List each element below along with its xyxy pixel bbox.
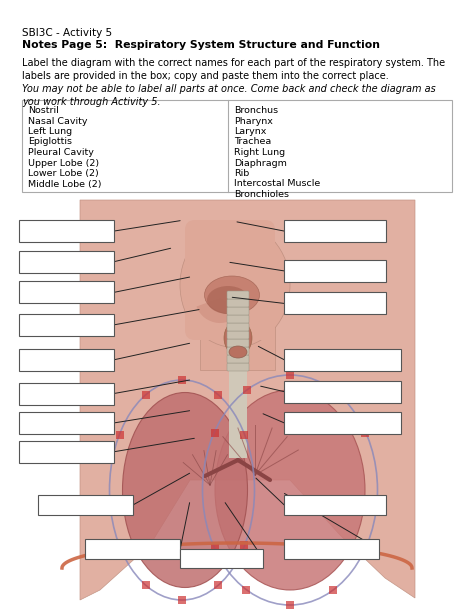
Bar xyxy=(284,539,379,559)
Bar xyxy=(116,541,124,549)
Text: Notes Page 5:  Respiratory System Structure and Function: Notes Page 5: Respiratory System Structu… xyxy=(22,40,380,50)
Bar xyxy=(243,585,250,593)
Bar xyxy=(240,431,248,439)
Bar xyxy=(214,581,222,589)
Ellipse shape xyxy=(122,392,247,587)
Text: Rib: Rib xyxy=(234,169,249,178)
Bar xyxy=(361,544,369,552)
Bar xyxy=(284,412,401,434)
FancyBboxPatch shape xyxy=(227,347,249,355)
Text: Trachea: Trachea xyxy=(234,137,271,147)
Bar xyxy=(19,383,114,405)
Polygon shape xyxy=(80,200,415,600)
Text: Pharynx: Pharynx xyxy=(234,116,273,126)
Bar xyxy=(142,390,150,398)
FancyBboxPatch shape xyxy=(227,307,249,315)
Bar xyxy=(286,371,294,379)
Bar xyxy=(210,544,219,552)
Bar xyxy=(284,260,386,282)
FancyBboxPatch shape xyxy=(227,339,249,347)
Bar xyxy=(243,386,250,394)
Text: You may not be able to label all parts at once. Come back and check the diagram : You may not be able to label all parts a… xyxy=(22,84,436,94)
Bar xyxy=(329,585,337,593)
Ellipse shape xyxy=(215,390,365,590)
Bar xyxy=(85,539,180,559)
Bar xyxy=(38,495,133,515)
Bar xyxy=(19,349,114,371)
Text: Middle Lobe (2): Middle Lobe (2) xyxy=(28,180,101,189)
Text: you work through Activity 5.: you work through Activity 5. xyxy=(22,97,161,107)
FancyBboxPatch shape xyxy=(227,291,249,299)
Bar xyxy=(19,441,114,463)
Text: labels are provided in the box; copy and paste them into the correct place.: labels are provided in the box; copy and… xyxy=(22,71,389,81)
Ellipse shape xyxy=(180,223,290,348)
Bar xyxy=(361,428,369,436)
Bar xyxy=(284,220,386,242)
Bar xyxy=(200,290,275,370)
Text: Upper Lobe (2): Upper Lobe (2) xyxy=(28,159,99,167)
Bar xyxy=(240,541,248,549)
Text: Nostril: Nostril xyxy=(28,106,59,115)
Wedge shape xyxy=(197,298,242,323)
Bar xyxy=(19,220,114,242)
FancyBboxPatch shape xyxy=(185,220,275,340)
Text: Epiglottis: Epiglottis xyxy=(28,137,72,147)
Text: Intercostal Muscle: Intercostal Muscle xyxy=(234,180,320,189)
FancyBboxPatch shape xyxy=(227,323,249,331)
Bar xyxy=(180,549,263,568)
Text: Lower Lobe (2): Lower Lobe (2) xyxy=(28,169,99,178)
Bar xyxy=(116,431,124,439)
Text: Left Lung: Left Lung xyxy=(28,127,72,136)
Bar xyxy=(284,349,401,371)
Bar xyxy=(19,412,114,434)
Bar xyxy=(178,596,186,604)
Bar xyxy=(329,386,337,394)
Text: Right Lung: Right Lung xyxy=(234,148,285,157)
FancyBboxPatch shape xyxy=(227,355,249,363)
FancyBboxPatch shape xyxy=(227,315,249,323)
FancyBboxPatch shape xyxy=(227,299,249,307)
FancyBboxPatch shape xyxy=(227,331,249,339)
Bar xyxy=(286,601,294,609)
Ellipse shape xyxy=(204,276,259,314)
Bar xyxy=(142,581,150,589)
FancyBboxPatch shape xyxy=(227,363,249,371)
Ellipse shape xyxy=(229,346,247,358)
Text: SBI3C - Activity 5: SBI3C - Activity 5 xyxy=(22,28,112,38)
Ellipse shape xyxy=(207,286,249,314)
Bar xyxy=(284,292,386,314)
Bar xyxy=(284,495,386,515)
Text: Larynx: Larynx xyxy=(234,127,266,136)
Bar xyxy=(284,381,401,403)
Text: Label the diagram with the correct names for each part of the respiratory system: Label the diagram with the correct names… xyxy=(22,58,445,68)
Bar xyxy=(229,368,247,458)
Bar xyxy=(19,251,114,273)
Text: Bronchioles: Bronchioles xyxy=(234,190,289,199)
Bar xyxy=(22,100,452,192)
Ellipse shape xyxy=(224,321,252,356)
Text: Bronchus: Bronchus xyxy=(234,106,278,115)
Text: Diaphragm: Diaphragm xyxy=(234,159,287,167)
Text: Nasal Cavity: Nasal Cavity xyxy=(28,116,88,126)
Bar xyxy=(214,390,222,398)
Bar xyxy=(19,281,114,303)
Bar xyxy=(19,314,114,336)
Bar xyxy=(178,376,186,384)
Bar xyxy=(210,428,219,436)
Text: Pleural Cavity: Pleural Cavity xyxy=(28,148,94,157)
